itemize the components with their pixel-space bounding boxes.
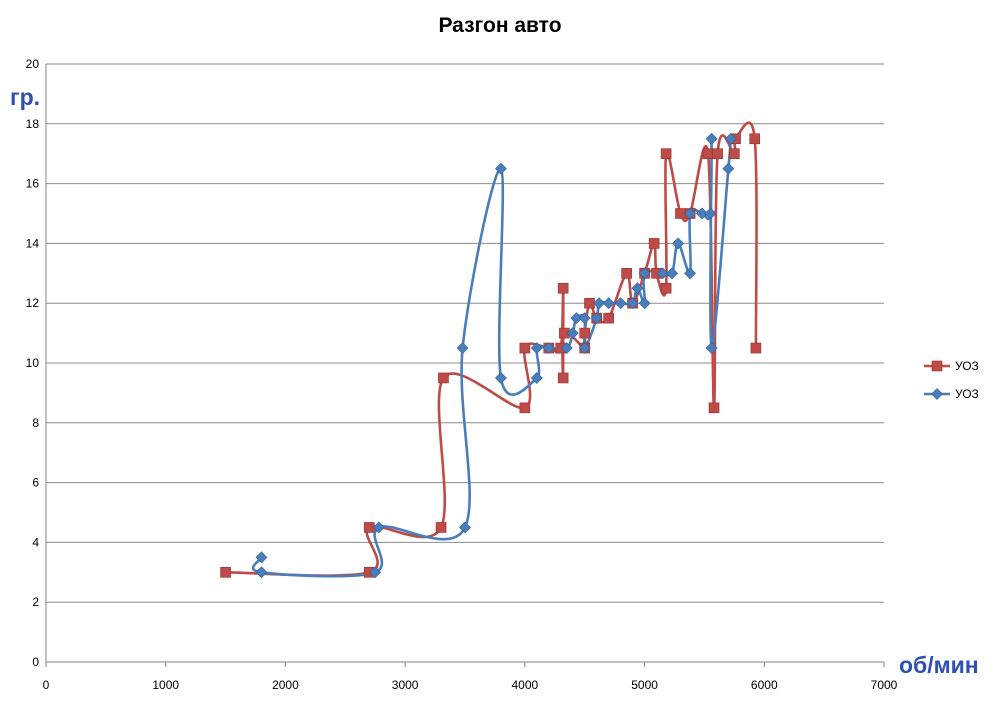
- x-tick-label: 5000: [631, 678, 658, 692]
- data-point-series-1: [660, 148, 672, 159]
- data-point-series-2: [704, 207, 717, 220]
- data-point-series-2: [255, 551, 268, 564]
- data-point-series-1: [557, 372, 569, 384]
- y-tick-label: 8: [32, 416, 39, 430]
- data-point-series-1: [660, 282, 672, 294]
- y-axis-label: гр.: [10, 84, 41, 110]
- y-tick-label: 16: [26, 177, 40, 191]
- data-point-series-2: [631, 282, 644, 295]
- data-point-series-2: [593, 297, 606, 310]
- x-tick-label: 3000: [392, 678, 419, 692]
- data-point-series-1: [712, 148, 723, 159]
- data-point-series-1: [519, 402, 531, 414]
- y-tick-label: 6: [32, 476, 39, 490]
- x-tick-label: 1000: [152, 678, 179, 692]
- data-point-series-2: [494, 162, 507, 175]
- chart-title: Разгон авто: [438, 14, 562, 37]
- data-point-series-2: [578, 342, 591, 354]
- legend-label-1: УОЗ: [955, 359, 979, 373]
- legend-label-2: УОЗ: [955, 387, 979, 401]
- data-point-series-1: [435, 522, 447, 533]
- data-point-series-2: [372, 521, 385, 534]
- data-point-series-1: [708, 402, 720, 414]
- y-tick-label: 4: [32, 535, 39, 549]
- data-point-series-1: [579, 327, 591, 339]
- data-point-series-1: [729, 148, 740, 159]
- data-point-series-1: [519, 342, 531, 354]
- data-point-series-2: [656, 267, 669, 280]
- y-tick-label: 2: [32, 595, 39, 609]
- y-tick-label: 0: [32, 655, 39, 669]
- data-point-series-1: [621, 267, 632, 279]
- y-tick-label: 18: [26, 117, 40, 131]
- data-point-series-2: [602, 297, 615, 310]
- data-point-series-2: [566, 327, 579, 340]
- data-point-series-2: [705, 132, 718, 145]
- series-line-2: [251, 133, 733, 578]
- legend-marker-2: [931, 388, 943, 400]
- data-point-series-1: [220, 566, 231, 578]
- data-point-series-1: [438, 372, 449, 384]
- data-point-series-2: [530, 342, 543, 354]
- data-point-series-2: [578, 312, 591, 325]
- data-point-series-1: [702, 148, 714, 159]
- data-point-series-2: [672, 237, 685, 250]
- x-tick-label: 6000: [751, 678, 778, 692]
- data-point-series-2: [459, 521, 471, 534]
- data-point-series-1: [675, 208, 686, 219]
- data-point-series-2: [570, 312, 583, 325]
- data-point-series-2: [530, 372, 543, 384]
- data-point-series-1: [557, 282, 569, 294]
- y-tick-label: 12: [26, 296, 40, 310]
- data-point-series-2: [626, 297, 639, 310]
- x-axis-label: об/мин: [899, 652, 979, 678]
- data-point-series-2: [705, 342, 718, 354]
- data-point-series-1: [603, 312, 614, 324]
- data-point-series-1: [648, 238, 660, 249]
- y-tick-label: 14: [26, 236, 40, 250]
- x-tick-label: 4000: [512, 678, 539, 692]
- data-point-series-2: [638, 297, 651, 310]
- data-point-series-2: [696, 207, 708, 220]
- data-point-series-2: [722, 162, 735, 175]
- data-point-series-2: [684, 267, 696, 280]
- x-tick-label: 0: [43, 678, 50, 692]
- data-point-series-1: [363, 522, 375, 533]
- data-point-series-1: [749, 133, 761, 145]
- data-point-series-2: [724, 132, 737, 145]
- y-tick-label: 10: [26, 356, 40, 370]
- data-point-series-2: [494, 372, 507, 384]
- data-point-series-2: [456, 342, 469, 354]
- x-tick-label: 7000: [871, 678, 898, 692]
- data-point-series-2: [638, 267, 651, 280]
- data-point-series-2: [255, 566, 268, 579]
- data-point-series-1: [750, 342, 762, 354]
- data-point-series-1: [584, 297, 595, 309]
- data-point-series-2: [684, 207, 696, 220]
- data-point-series-2: [666, 267, 679, 280]
- data-point-series-2: [560, 342, 573, 354]
- data-point-series-2: [590, 312, 603, 325]
- legend-marker-1: [931, 360, 943, 372]
- data-point-series-2: [369, 566, 382, 579]
- data-point-series-2: [614, 297, 627, 310]
- y-tick-label: 20: [26, 57, 40, 71]
- x-tick-label: 2000: [272, 678, 299, 692]
- data-point-series-2: [542, 342, 555, 354]
